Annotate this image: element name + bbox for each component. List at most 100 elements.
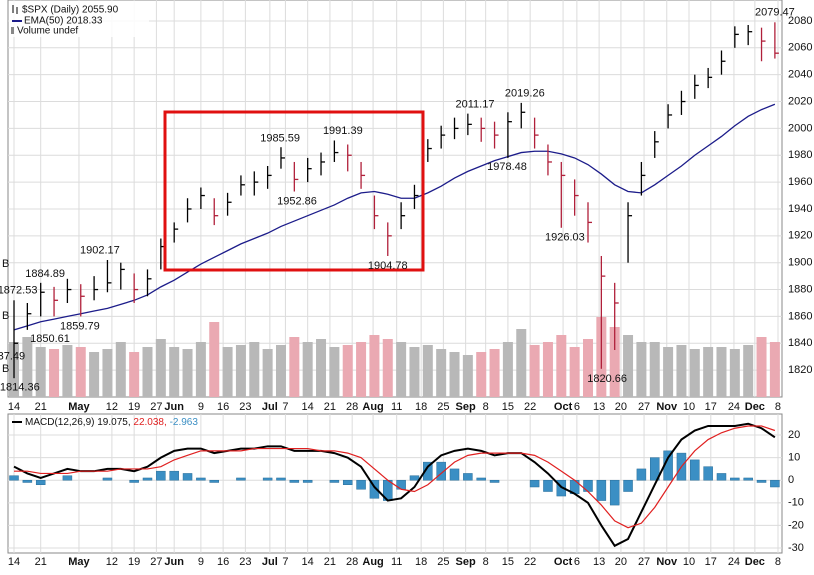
x-tick-label: 18 [415, 401, 427, 413]
x-tick-label: 7 [282, 556, 288, 568]
y-tick-label: 1840 [788, 337, 812, 349]
x-tick-label: 13 [593, 556, 605, 568]
volume-bar [422, 345, 433, 397]
marks [9, 22, 780, 548]
x-tick-label: 27 [150, 401, 162, 413]
volume-bar [182, 349, 193, 397]
histogram-bar [409, 475, 420, 481]
volume-bar [155, 339, 166, 397]
volume-bar [195, 342, 206, 397]
x-tick-label: 17 [705, 556, 717, 568]
x-tick-label: 6 [574, 556, 580, 568]
y-tick-label: 1820 [788, 364, 812, 376]
volume-bar [609, 327, 620, 397]
y-tick-label: 2040 [788, 69, 812, 81]
volume-bar [89, 352, 100, 397]
price-annotation: 2019.26 [505, 87, 545, 99]
x-tick-label: 13 [593, 401, 605, 413]
macd-panel [7, 413, 783, 554]
volume-bar [22, 337, 33, 397]
volume-bar [502, 342, 513, 397]
x-tick-label: Nov [656, 401, 678, 413]
volume-bar [556, 335, 567, 397]
volume-bar [222, 347, 233, 397]
y-tick-label: 1880 [788, 283, 812, 295]
volume-bar [516, 329, 527, 397]
x-tick-label: May [68, 556, 90, 568]
histogram-bar [262, 477, 273, 481]
x-tick-label: Dec [745, 401, 765, 413]
x-tick-label: 21 [324, 401, 336, 413]
x-tick-label: 11 [391, 556, 402, 568]
histogram-bar [463, 473, 473, 481]
histogram-bar [209, 479, 219, 483]
histogram-bar [703, 466, 713, 481]
histogram-bar [302, 479, 313, 483]
histogram-bar [636, 468, 647, 481]
y-tick-label: 1920 [788, 230, 812, 242]
x-tick-label: 19 [128, 401, 140, 413]
x-tick-label: Jun [164, 401, 184, 413]
x-tick-label: 8 [483, 556, 489, 568]
histogram-bar [770, 479, 780, 488]
volume-bar [302, 342, 313, 397]
volume-bar [623, 335, 634, 397]
x-tick-label: 25 [437, 556, 449, 568]
x-tick-label: 14 [8, 556, 20, 568]
histogram-bar [649, 457, 660, 481]
x-tick-label: 19 [128, 556, 140, 568]
side-label: B [2, 258, 9, 270]
price-annotation: 1904.78 [368, 260, 408, 272]
x-tick-label: 14 [302, 401, 314, 413]
x-tick-label: 9 [198, 401, 204, 413]
histogram-bar [142, 477, 153, 481]
x-tick-label: Oct [554, 556, 573, 568]
volume-bar [636, 342, 647, 397]
volume-bar [529, 345, 540, 397]
x-tick-label: 9 [198, 556, 204, 568]
x-tick-label: Oct [554, 401, 573, 413]
x-tick-label: 25 [437, 401, 449, 413]
volume-bar [769, 342, 780, 397]
volume-bar [649, 342, 660, 397]
volume-bar [169, 347, 180, 397]
volume-bar [689, 349, 700, 397]
histogram-bar [182, 473, 193, 481]
x-tick-label: 15 [502, 401, 514, 413]
volume-bar [249, 342, 260, 397]
volume-bar [542, 342, 553, 397]
volume-bar [409, 347, 420, 397]
x-tick-label: 18 [415, 556, 427, 568]
legend-ema: EMA(50) 2018.33 [24, 16, 103, 27]
histogram-bar [102, 477, 113, 481]
x-tick-label: 21 [35, 401, 47, 413]
volume-bar [396, 342, 407, 397]
volume-bar [316, 339, 327, 397]
histogram-bar [596, 479, 607, 501]
histogram-bar [169, 470, 179, 481]
y-tick-label: 20 [788, 429, 800, 441]
x-tick-label: 27 [638, 556, 650, 568]
x-tick-label: 16 [217, 556, 229, 568]
x-tick-label: Nov [656, 556, 678, 568]
histogram-bar [369, 479, 380, 499]
x-tick-label: 10 [683, 556, 695, 568]
x-tick-label: 10 [683, 401, 695, 413]
histogram-bar [543, 479, 553, 492]
price-annotation: 1985.59 [260, 133, 300, 145]
x-tick-label: Aug [362, 401, 383, 413]
volume-bar [703, 347, 714, 397]
histogram-bar [236, 477, 246, 481]
legend-volume: Volume undef [17, 26, 78, 37]
x-tick-label: 24 [728, 401, 740, 413]
histogram-bar [329, 479, 340, 483]
price-annotation: 1902.17 [80, 245, 120, 257]
volume-bar [729, 349, 740, 397]
price-annotation: 1814.36 [0, 382, 40, 394]
x-tick-label: 12 [106, 401, 118, 413]
price-annotation: 1926.03 [545, 232, 585, 244]
x-tick-label: 8 [775, 556, 781, 568]
y-tick-label: -10 [788, 497, 804, 509]
volume-bar [436, 349, 447, 397]
